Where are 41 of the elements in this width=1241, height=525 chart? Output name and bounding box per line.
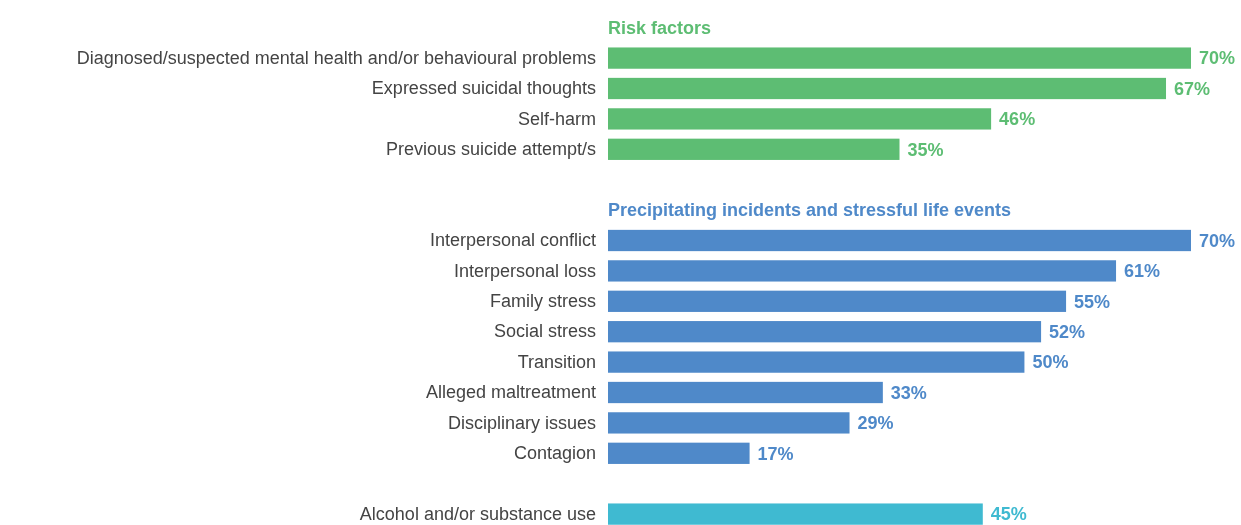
bar (608, 108, 992, 130)
bar (608, 321, 1042, 343)
bar (608, 351, 1025, 373)
data-label: 55% (1074, 291, 1111, 312)
data-label: 67% (1174, 78, 1211, 99)
bar (608, 381, 883, 404)
y-tick-label: Previous suicide attempt/s (385, 139, 596, 160)
bar (608, 412, 850, 434)
y-tick-label: Social stress (493, 321, 596, 342)
annotation: Risk factors (608, 18, 712, 38)
bar (608, 290, 1067, 312)
data-label: 46% (999, 109, 1036, 130)
data-label: 50% (1032, 352, 1069, 373)
data-label: 45% (990, 504, 1027, 525)
annotation: Precipitating incidents and stressful life events (608, 200, 1012, 221)
y-tick-label: Interpersonal loss (453, 260, 596, 281)
bar (608, 47, 1191, 69)
bar (608, 503, 983, 525)
data-label: 52% (1049, 322, 1086, 342)
y-tick-label: Expressed suicidal thoughts (371, 78, 596, 99)
data-label: 61% (1124, 261, 1161, 282)
y-tick-label: Alcohol and/or substance use (359, 503, 596, 524)
bar (608, 77, 1167, 100)
data-label: 17% (757, 443, 794, 464)
data-label: 29% (857, 413, 894, 434)
data-label: 70% (1199, 48, 1236, 69)
bar (608, 138, 900, 160)
y-tick-label: Contagion (513, 443, 596, 464)
y-tick-label: Transition (517, 351, 596, 372)
bar (608, 260, 1117, 282)
y-tick-label: Family stress (489, 291, 596, 312)
y-tick-label: Alleged maltreatment (425, 382, 596, 403)
data-label: 33% (890, 382, 927, 403)
y-tick-label: Self-harm (517, 108, 596, 129)
data-label: 70% (1199, 230, 1236, 251)
bar (608, 442, 750, 464)
data-label: 35% (907, 139, 944, 160)
y-tick-label: Diagnosed/suspected mental health and/or behavioural problems (76, 47, 596, 68)
y-tick-label: Interpersonal conflict (429, 230, 596, 251)
y-tick-label: Disciplinary issues (447, 412, 596, 433)
bar (608, 229, 1191, 252)
